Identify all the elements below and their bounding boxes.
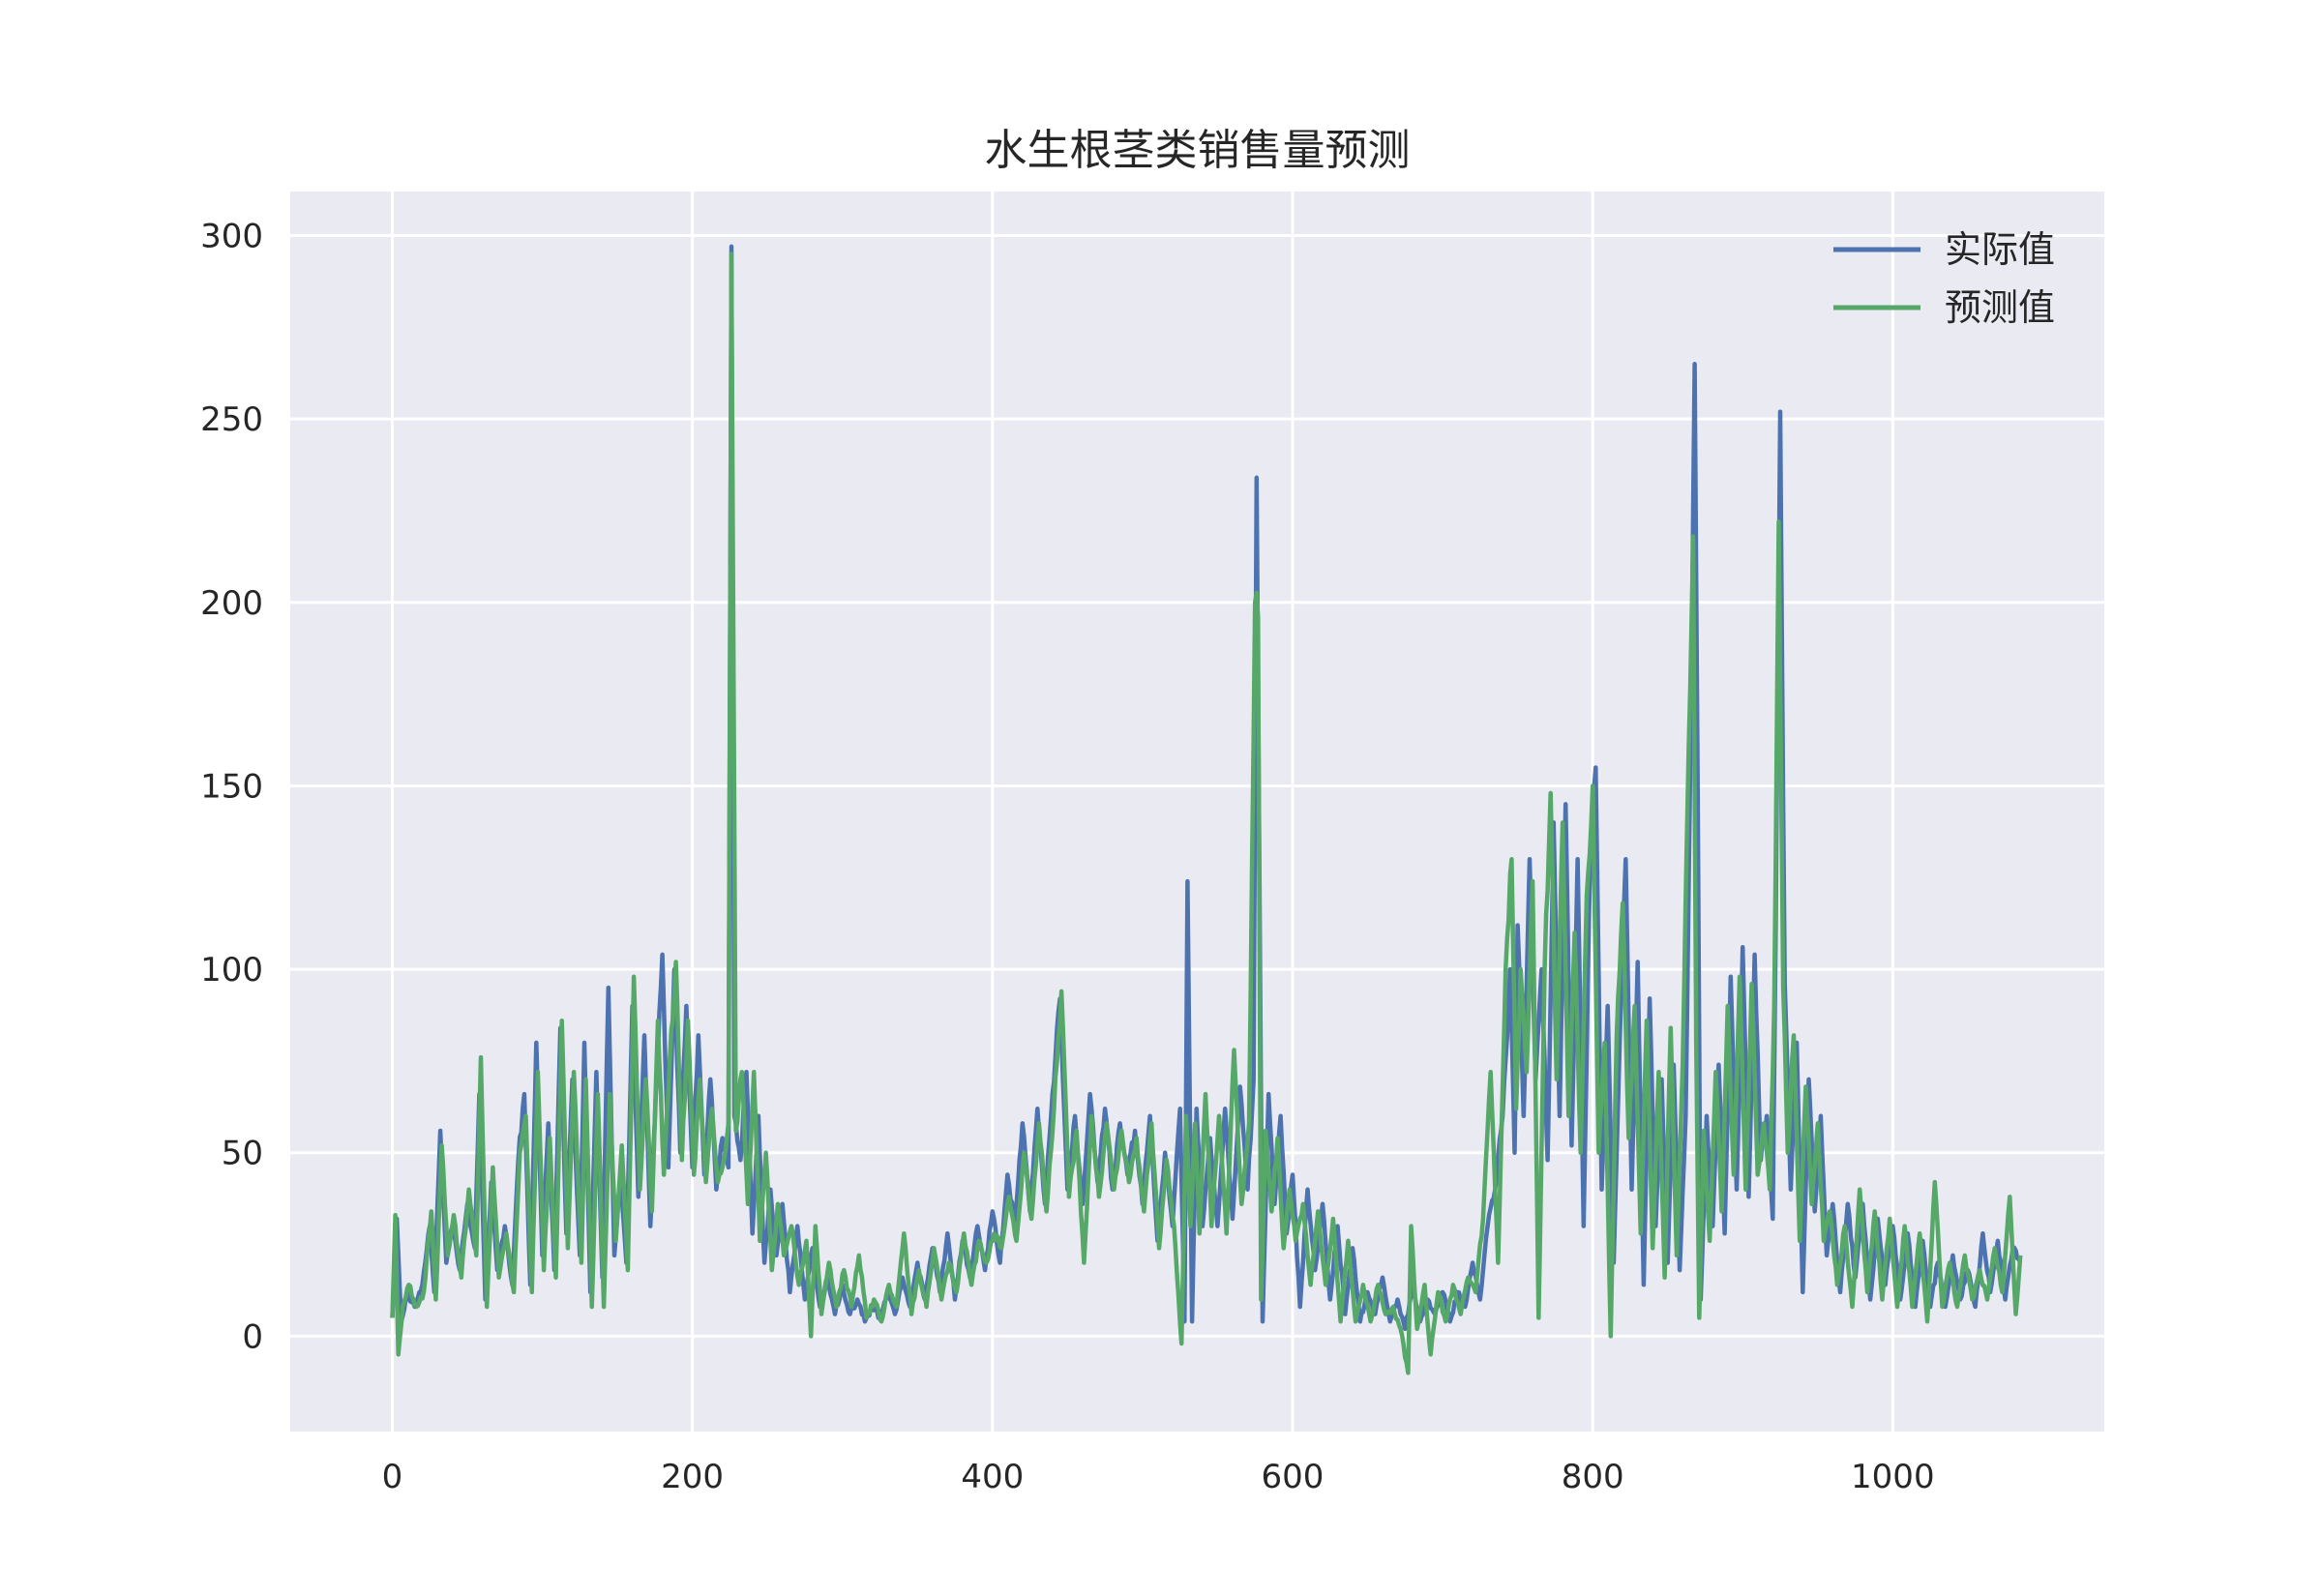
x-tick-label: 1000 xyxy=(1851,1458,1935,1496)
chart-title: 水生根茎类销售量预测 xyxy=(985,126,1411,175)
series-layer xyxy=(390,244,2023,1375)
y-tick-label: 200 xyxy=(200,584,263,623)
series-line-actual xyxy=(390,244,2023,1332)
y-axis-ticks: 0 50 100 150 200 250 300 xyxy=(200,218,263,1357)
series-line-predicted xyxy=(390,251,2023,1375)
legend-label: 实际值 xyxy=(1945,228,2055,271)
x-tick-label: 400 xyxy=(961,1458,1024,1496)
y-tick-label: 250 xyxy=(200,400,263,439)
y-tick-label: 0 xyxy=(242,1317,263,1356)
x-axis-ticks: 0 200 400 600 800 1000 xyxy=(382,1458,1935,1496)
legend-label: 预测值 xyxy=(1945,286,2055,329)
y-tick-label: 50 xyxy=(222,1135,263,1173)
y-tick-label: 300 xyxy=(200,218,263,256)
y-tick-label: 150 xyxy=(200,767,263,806)
y-tick-label: 100 xyxy=(200,951,263,990)
x-tick-label: 200 xyxy=(661,1458,724,1496)
x-tick-label: 800 xyxy=(1562,1458,1624,1496)
x-tick-label: 600 xyxy=(1262,1458,1325,1496)
x-tick-label: 0 xyxy=(382,1458,403,1496)
